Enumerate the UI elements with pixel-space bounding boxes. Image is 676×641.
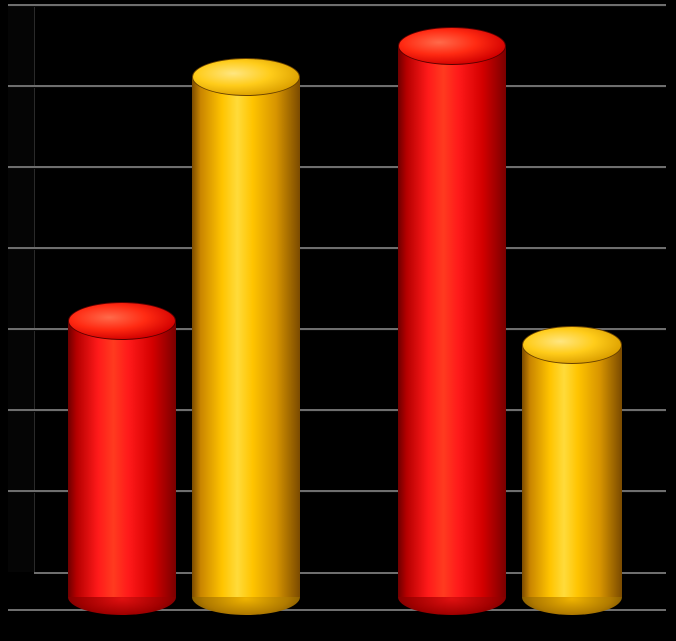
- gridline: [8, 247, 666, 249]
- gridline: [8, 166, 666, 168]
- bar-series-b: [522, 344, 622, 597]
- chart-canvas: [0, 0, 676, 641]
- back-wall-left: [8, 4, 35, 572]
- gridline: [8, 4, 666, 6]
- gridline: [8, 85, 666, 87]
- bar-series-b: [192, 76, 300, 597]
- bar-series-a: [398, 45, 506, 597]
- bar-series-a: [68, 320, 176, 597]
